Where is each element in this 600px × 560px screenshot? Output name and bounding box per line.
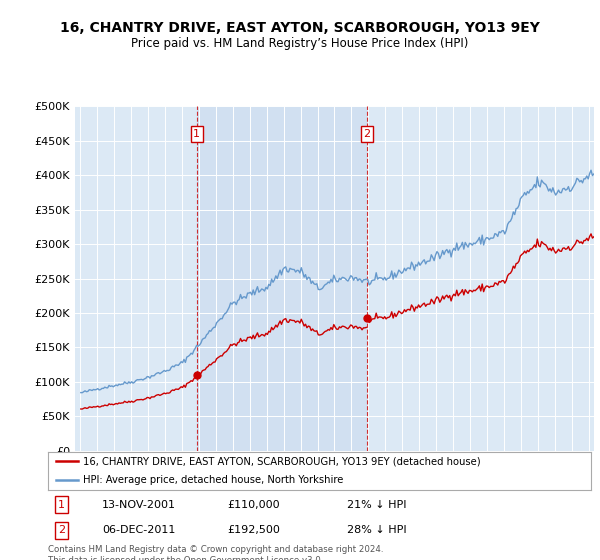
- Text: £192,500: £192,500: [227, 525, 280, 535]
- Text: 13-NOV-2001: 13-NOV-2001: [103, 500, 176, 510]
- Bar: [197, 106, 367, 451]
- Text: 06-DEC-2011: 06-DEC-2011: [103, 525, 176, 535]
- Text: 1: 1: [193, 129, 200, 139]
- Text: 16, CHANTRY DRIVE, EAST AYTON, SCARBOROUGH, YO13 9EY: 16, CHANTRY DRIVE, EAST AYTON, SCARBOROU…: [60, 21, 540, 35]
- Text: Contains HM Land Registry data © Crown copyright and database right 2024.
This d: Contains HM Land Registry data © Crown c…: [48, 545, 383, 560]
- Text: 16, CHANTRY DRIVE, EAST AYTON, SCARBOROUGH, YO13 9EY (detached house): 16, CHANTRY DRIVE, EAST AYTON, SCARBOROU…: [83, 456, 481, 466]
- Text: 2: 2: [58, 525, 65, 535]
- Text: 28% ↓ HPI: 28% ↓ HPI: [347, 525, 406, 535]
- Text: £110,000: £110,000: [227, 500, 280, 510]
- Text: HPI: Average price, detached house, North Yorkshire: HPI: Average price, detached house, Nort…: [83, 475, 344, 486]
- Text: 2: 2: [364, 129, 371, 139]
- Text: Price paid vs. HM Land Registry’s House Price Index (HPI): Price paid vs. HM Land Registry’s House …: [131, 37, 469, 50]
- Text: 1: 1: [58, 500, 65, 510]
- Text: 21% ↓ HPI: 21% ↓ HPI: [347, 500, 406, 510]
